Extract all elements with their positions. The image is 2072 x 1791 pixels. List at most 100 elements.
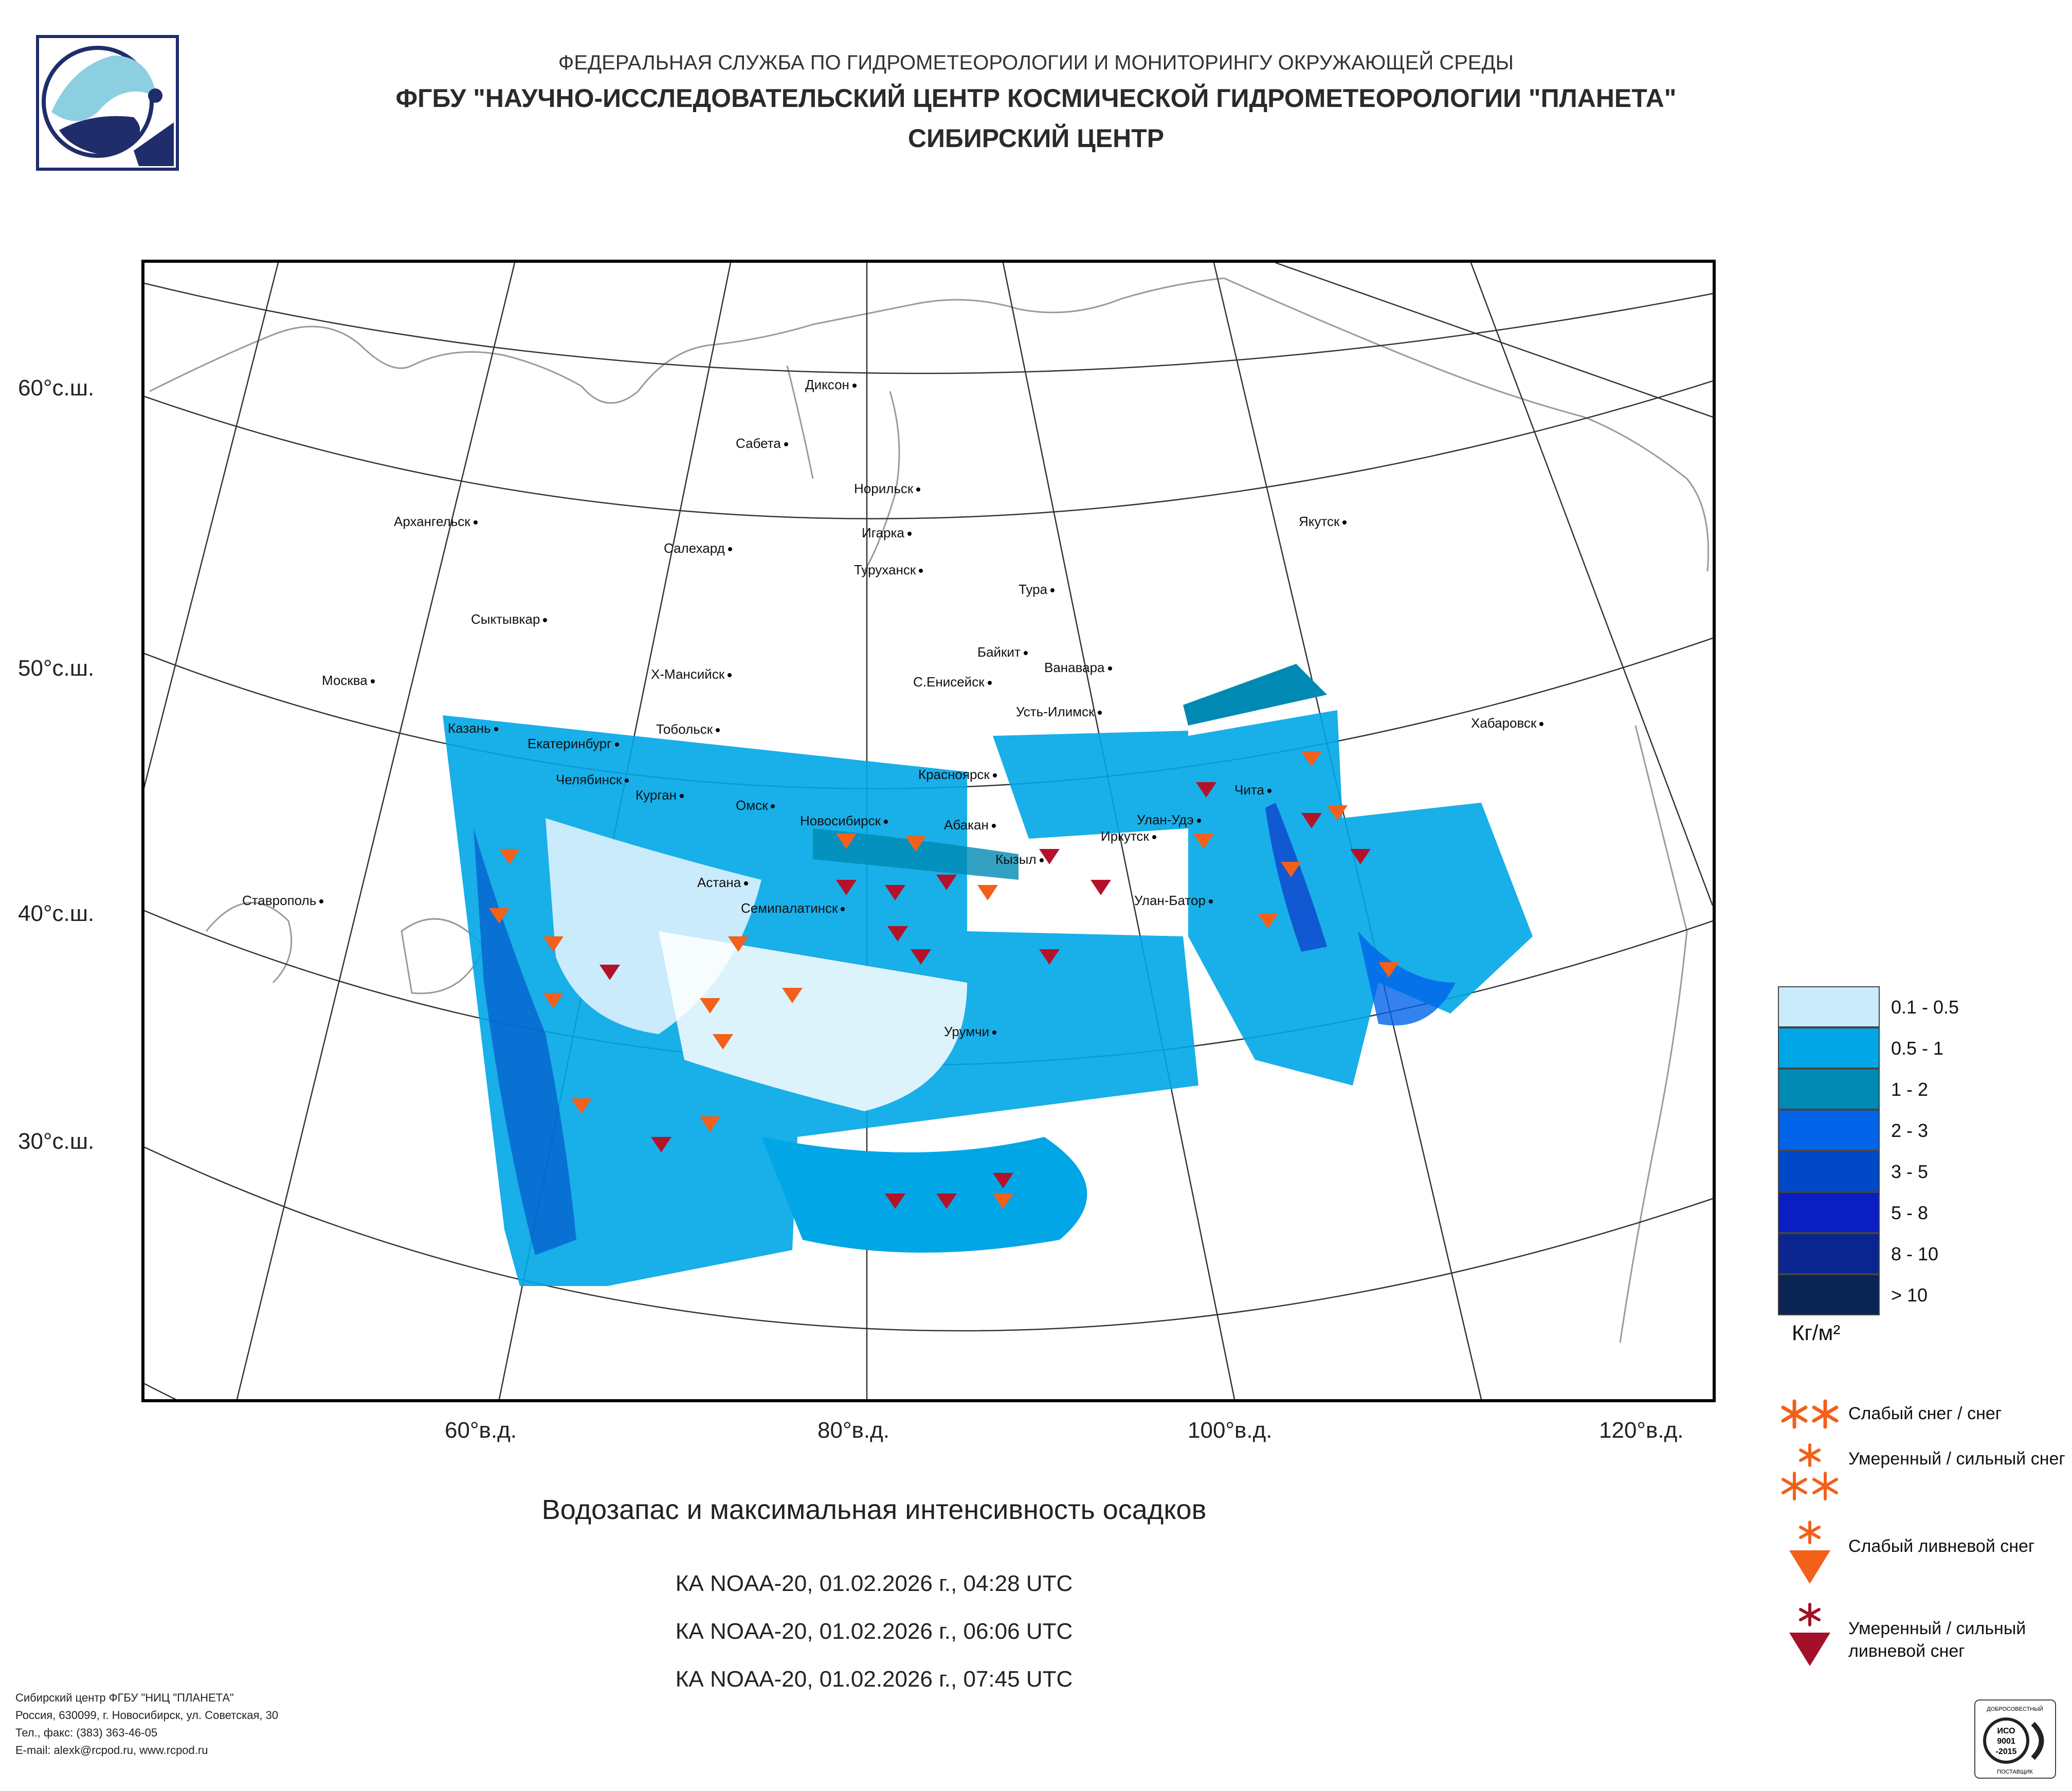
legend-item: 0.5 - 1 bbox=[1778, 1027, 1943, 1069]
city-label: Сыктывкар bbox=[471, 611, 548, 627]
symbol-legend-heavy-snow-shower: Умеренный / сильный ливневой снег bbox=[1779, 1602, 2026, 1671]
legend-item: 1 - 2 bbox=[1778, 1069, 1928, 1110]
city-label: Архангельск bbox=[394, 514, 478, 530]
precipitation-symbols bbox=[489, 751, 1399, 1209]
legend-item: 5 - 8 bbox=[1778, 1192, 1928, 1233]
city-label: Абакан bbox=[944, 817, 996, 833]
legend-item: > 10 bbox=[1778, 1274, 1928, 1315]
city-label: Х-Мансийск bbox=[651, 666, 732, 682]
city-label: Казань bbox=[448, 720, 498, 736]
city-label: Якутск bbox=[1299, 514, 1347, 530]
legend-swatch bbox=[1778, 1110, 1880, 1151]
satellite-pass: КА NOAA-20, 01.02.2026 г., 04:28 UTC bbox=[675, 1571, 1073, 1596]
header-center: СИБИРСКИЙ ЦЕНТР bbox=[907, 124, 1165, 153]
city-label: Ставрополь bbox=[242, 893, 324, 909]
light-snow-shower-markers bbox=[489, 751, 1399, 1209]
legend-label: 8 - 10 bbox=[1891, 1243, 1939, 1264]
legend-swatch bbox=[1778, 1151, 1880, 1192]
city-label: Усть-Илимск bbox=[1016, 704, 1102, 720]
footer-address: Россия, 630099, г. Новосибирск, ул. Сове… bbox=[15, 1709, 279, 1722]
header-institute: ФГБУ "НАУЧНО-ИССЛЕДОВАТЕЛЬСКИЙ ЦЕНТР КОС… bbox=[395, 84, 1677, 113]
lat-label-30: 30°с.ш. bbox=[18, 1129, 95, 1154]
color-legend: 0.1 - 0.5 0.5 - 1 1 - 2 2 - 3 3 - 5 5 - … bbox=[1778, 986, 1959, 1315]
cert-text: 9001 bbox=[1997, 1737, 2015, 1746]
symbol-label: Слабый снег / снег bbox=[1848, 1404, 2002, 1423]
map-caption: Водозапас и максимальная интенсивность о… bbox=[541, 1494, 1207, 1525]
city-label: Чита bbox=[1234, 782, 1271, 798]
legend-swatch bbox=[1778, 986, 1880, 1027]
light-snow-icon bbox=[1781, 1399, 1839, 1429]
precipitation-swath bbox=[443, 664, 1533, 1286]
map-canvas bbox=[144, 263, 1713, 1399]
light-snow-shower-icon bbox=[1789, 1521, 1830, 1584]
symbol-label: Умеренный / сильный ливневой снег bbox=[1848, 1619, 2026, 1661]
symbol-legend-heavy-snow: Умеренный / сильный снег bbox=[1779, 1442, 2065, 1507]
city-label: С.Енисейск bbox=[913, 674, 992, 690]
city-label: Улан-Удэ bbox=[1137, 812, 1201, 828]
city-label: Кызыл bbox=[995, 852, 1044, 867]
city-label: Диксон bbox=[805, 377, 857, 393]
contact-footer: Сибирский центр ФГБУ "НИЦ "ПЛАНЕТА" Росс… bbox=[15, 1689, 278, 1759]
legend-swatch bbox=[1778, 1027, 1880, 1069]
city-label: Москва bbox=[322, 673, 375, 689]
planeta-logo bbox=[36, 35, 179, 171]
coastlines bbox=[149, 277, 1710, 1343]
cert-text: ДОБРОСОВЕСТНЫЙ bbox=[1987, 1706, 2043, 1712]
cert-text: ИСО bbox=[1997, 1727, 2015, 1735]
legend-swatch bbox=[1778, 1233, 1880, 1274]
lon-label-100: 100°в.д. bbox=[1188, 1418, 1273, 1443]
symbol-legend-light-snow-shower: Слабый ливневой снег bbox=[1779, 1519, 2034, 1589]
legend-label: 3 - 5 bbox=[1891, 1161, 1929, 1182]
lon-label-120: 120°в.д. bbox=[1599, 1418, 1684, 1443]
footer-phone: Тел., факс: (383) 363-46-05 bbox=[15, 1726, 158, 1739]
cert-text: ПОСТАВЩИК bbox=[1997, 1769, 2033, 1775]
city-label: Байкит bbox=[977, 644, 1028, 660]
legend-label: 2 - 3 bbox=[1891, 1120, 1929, 1141]
legend-swatch bbox=[1778, 1192, 1880, 1233]
city-label: Салехард bbox=[664, 540, 732, 556]
city-label: Астана bbox=[697, 875, 749, 891]
footer-org: Сибирский центр ФГБУ "НИЦ "ПЛАНЕТА" bbox=[15, 1691, 234, 1704]
city-label: Ванавара bbox=[1044, 660, 1112, 676]
lon-label-60: 60°в.д. bbox=[445, 1418, 517, 1443]
symbol-legend-light-snow: Слабый снег / снег bbox=[1779, 1396, 2002, 1435]
city-label: Омск bbox=[736, 798, 775, 813]
city-label: Тура bbox=[1019, 582, 1055, 598]
city-label: Курган bbox=[635, 787, 684, 803]
legend-label: 5 - 8 bbox=[1891, 1202, 1929, 1223]
iso-certificate-badge: ДОБРОСОВЕСТНЫЙ ИСО 9001 -2015 ПОСТАВЩИК bbox=[1974, 1699, 2056, 1779]
city-label: Иркутск bbox=[1101, 828, 1156, 844]
city-label: Улан-Батор bbox=[1134, 893, 1213, 909]
symbol-label: Слабый ливневой снег bbox=[1848, 1536, 2035, 1556]
heavy-snow-shower-markers bbox=[599, 782, 1371, 1209]
city-label: Игарка bbox=[862, 525, 912, 541]
cert-text: -2015 bbox=[1996, 1747, 2017, 1756]
legend-swatch bbox=[1778, 1274, 1880, 1315]
legend-swatch bbox=[1778, 1069, 1880, 1110]
lon-label-80: 80°в.д. bbox=[817, 1418, 890, 1443]
header-agency: ФЕДЕРАЛЬНАЯ СЛУЖБА ПО ГИДРОМЕТЕОРОЛОГИИ … bbox=[558, 51, 1514, 74]
city-label: Туруханск bbox=[854, 562, 923, 578]
satellite-pass: КА NOAA-20, 01.02.2026 г., 06:06 UTC bbox=[675, 1619, 1073, 1644]
city-label: Норильск bbox=[854, 481, 921, 497]
legend-label: 1 - 2 bbox=[1891, 1079, 1929, 1100]
lat-label-50: 50°с.ш. bbox=[18, 656, 95, 681]
legend-item: 8 - 10 bbox=[1778, 1233, 1938, 1274]
city-label: Урумчи bbox=[944, 1024, 997, 1040]
satellite-pass: КА NOAA-20, 01.02.2026 г., 07:45 UTC bbox=[675, 1667, 1073, 1692]
legend-label: > 10 bbox=[1891, 1285, 1928, 1306]
heavy-snow-shower-icon bbox=[1789, 1603, 1830, 1666]
legend-item: 2 - 3 bbox=[1778, 1110, 1928, 1151]
city-label: Новосибирск bbox=[800, 813, 888, 829]
legend-label: 0.5 - 1 bbox=[1891, 1038, 1944, 1059]
city-label: Сабета bbox=[736, 436, 788, 451]
city-label: Хабаровск bbox=[1471, 715, 1544, 731]
precipitation-map[interactable]: Диксон Сабета Норильск Архангельск Салех… bbox=[141, 260, 1716, 1402]
symbol-label: Умеренный / сильный снег bbox=[1848, 1449, 2065, 1469]
legend-units: Кг/м² bbox=[1792, 1320, 1841, 1345]
legend-item: 0.1 - 0.5 bbox=[1778, 986, 1959, 1027]
legend-item: 3 - 5 bbox=[1778, 1151, 1928, 1192]
city-label: Екатеринбург bbox=[528, 736, 619, 752]
legend-label: 0.1 - 0.5 bbox=[1891, 997, 1959, 1018]
city-label: Челябинск bbox=[556, 772, 629, 788]
